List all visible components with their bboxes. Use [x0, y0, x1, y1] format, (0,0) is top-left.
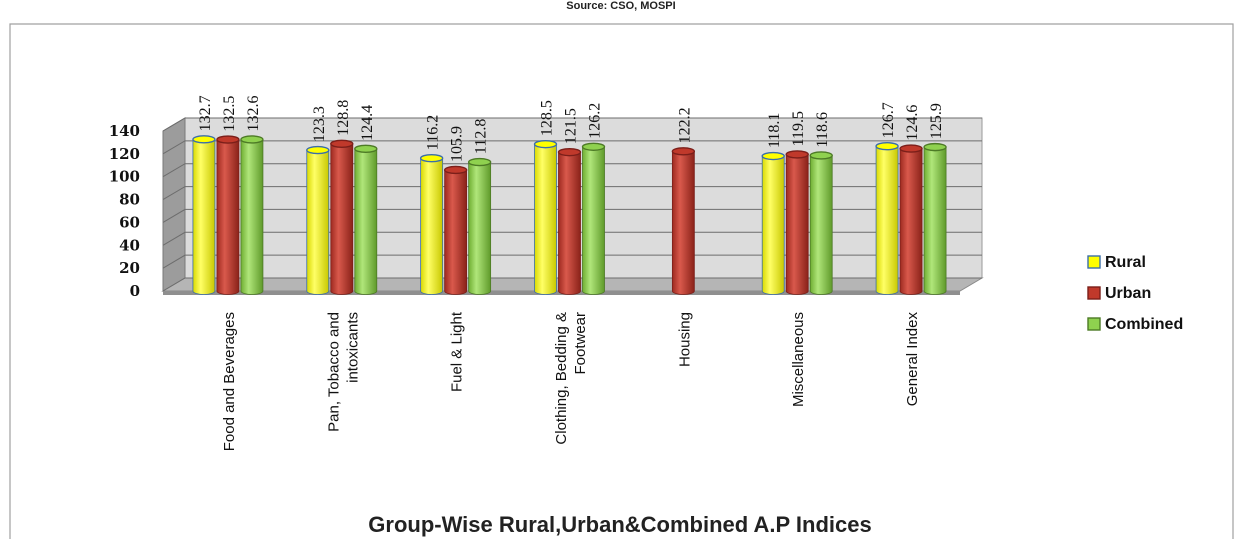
gridline: [162, 140, 982, 155]
category-label: General Index: [904, 312, 921, 407]
legend-label-combined: Combined: [1105, 316, 1183, 333]
bar-top-combined: [809, 151, 833, 160]
bar-top-urban: [557, 147, 582, 157]
bar-urban: [444, 169, 468, 295]
y-tick-label: 60: [119, 213, 140, 231]
data-label: 116.2: [425, 115, 442, 150]
bar-top-rural: [761, 151, 785, 161]
bar-top-urban: [330, 139, 354, 149]
bar-top-rural: [875, 141, 899, 151]
y-tick-label: 0: [130, 282, 140, 300]
legend: Rural Urban Combined: [1087, 254, 1183, 333]
category-label: Footwear: [572, 312, 589, 375]
bar-top-rural: [306, 145, 330, 155]
chart-frame: [9, 23, 1234, 539]
gridline: [162, 277, 982, 292]
source-note: Source: CSO, MOSPI: [566, 0, 675, 12]
y-tick-label: 120: [109, 145, 140, 163]
bar-urban: [216, 139, 240, 295]
data-label: 118.6: [814, 112, 831, 147]
gridline: [162, 208, 982, 223]
gridline: [162, 117, 982, 132]
bar-urban: [558, 151, 581, 295]
data-label: 123.3: [311, 106, 328, 142]
bar-top-combined: [240, 135, 264, 144]
bar-urban: [899, 148, 923, 295]
bar-top-rural: [192, 135, 216, 144]
legend-swatch-rural: [1087, 255, 1101, 269]
data-label: 105.9: [449, 126, 466, 162]
bar-top-urban: [216, 135, 240, 144]
legend-swatch-combined: [1087, 317, 1101, 331]
data-label: 132.5: [221, 96, 238, 132]
bar-top-rural: [533, 139, 558, 149]
bar-combined: [468, 161, 492, 295]
data-label: 126.7: [880, 102, 897, 138]
bar-top-urban: [899, 144, 923, 153]
data-label: 121.5: [563, 108, 580, 144]
bar-top-rural: [419, 153, 444, 163]
bar-top-urban: [671, 147, 696, 156]
data-label: 132.7: [197, 95, 214, 131]
data-label: 124.6: [904, 105, 921, 141]
y-tick-label: 80: [119, 191, 140, 209]
category-labels: Food and Beverages Pan, Tobacco and intoxi…: [221, 311, 921, 451]
bar-rural: [761, 155, 785, 295]
y-tick-label: 100: [109, 168, 140, 186]
bar-combined: [809, 155, 833, 295]
data-label: 112.8: [473, 119, 490, 154]
data-label: 118.1: [766, 113, 783, 148]
legend-label-urban: Urban: [1105, 285, 1151, 302]
gridline: [162, 231, 982, 246]
bar-urban: [671, 150, 695, 295]
category-label: Fuel & Light: [449, 311, 466, 392]
data-label: 126.2: [587, 103, 604, 139]
gridlines: [162, 117, 982, 292]
bar-rural: [534, 143, 557, 295]
bar-top-combined: [467, 157, 492, 167]
bar-rural: [420, 157, 444, 295]
y-tick-label: 40: [119, 236, 140, 254]
y-axis-ticks: 0 20 40 60 80 100 120 140: [109, 122, 140, 300]
bar-rural: [306, 149, 330, 295]
gridline: [162, 254, 982, 269]
category-label: Pan, Tobacco and: [325, 312, 342, 432]
data-label: 124.4: [359, 105, 376, 141]
data-label: 122.2: [676, 107, 693, 143]
category-label: Miscellaneous: [790, 312, 807, 407]
bar-top-urban: [443, 165, 468, 175]
bars: [192, 135, 947, 295]
gridline: [162, 163, 982, 178]
side-wall: [162, 117, 186, 292]
bar-combined: [582, 146, 605, 295]
category-label: Food and Beverages: [221, 312, 238, 451]
category-label: Housing: [676, 312, 693, 367]
bar-combined: [240, 139, 264, 295]
bar-combined: [923, 146, 947, 295]
data-label: 125.9: [928, 103, 945, 139]
bar-top-combined: [354, 144, 378, 154]
category-label: intoxicants: [344, 312, 361, 383]
bar-urban: [330, 143, 354, 295]
data-label: 132.6: [245, 95, 262, 131]
bar-rural: [192, 138, 216, 295]
bar-top-urban: [785, 150, 809, 159]
legend-swatch-urban: [1087, 286, 1101, 300]
y-tick-label: 20: [119, 259, 140, 277]
bar-rural: [875, 145, 899, 295]
category-label: Clothing, Bedding &: [553, 312, 570, 445]
gridline: [162, 186, 982, 201]
data-label: 128.8: [335, 100, 352, 136]
bar-urban: [785, 154, 809, 295]
bar-top-combined: [923, 142, 947, 152]
bar-top-combined: [581, 142, 606, 151]
data-labels: 132.7 132.5 132.6 123.3 128.8 124.4 116.2 105.9…: [197, 95, 945, 162]
x-axis-title: Group-Wise Rural,Urban&Combined A.P Indi…: [368, 512, 871, 537]
data-label: 119.5: [790, 111, 807, 146]
bar-combined: [354, 148, 378, 295]
legend-label-rural: Rural: [1105, 254, 1146, 271]
y-tick-label: 140: [109, 122, 140, 140]
data-label: 128.5: [539, 100, 556, 136]
